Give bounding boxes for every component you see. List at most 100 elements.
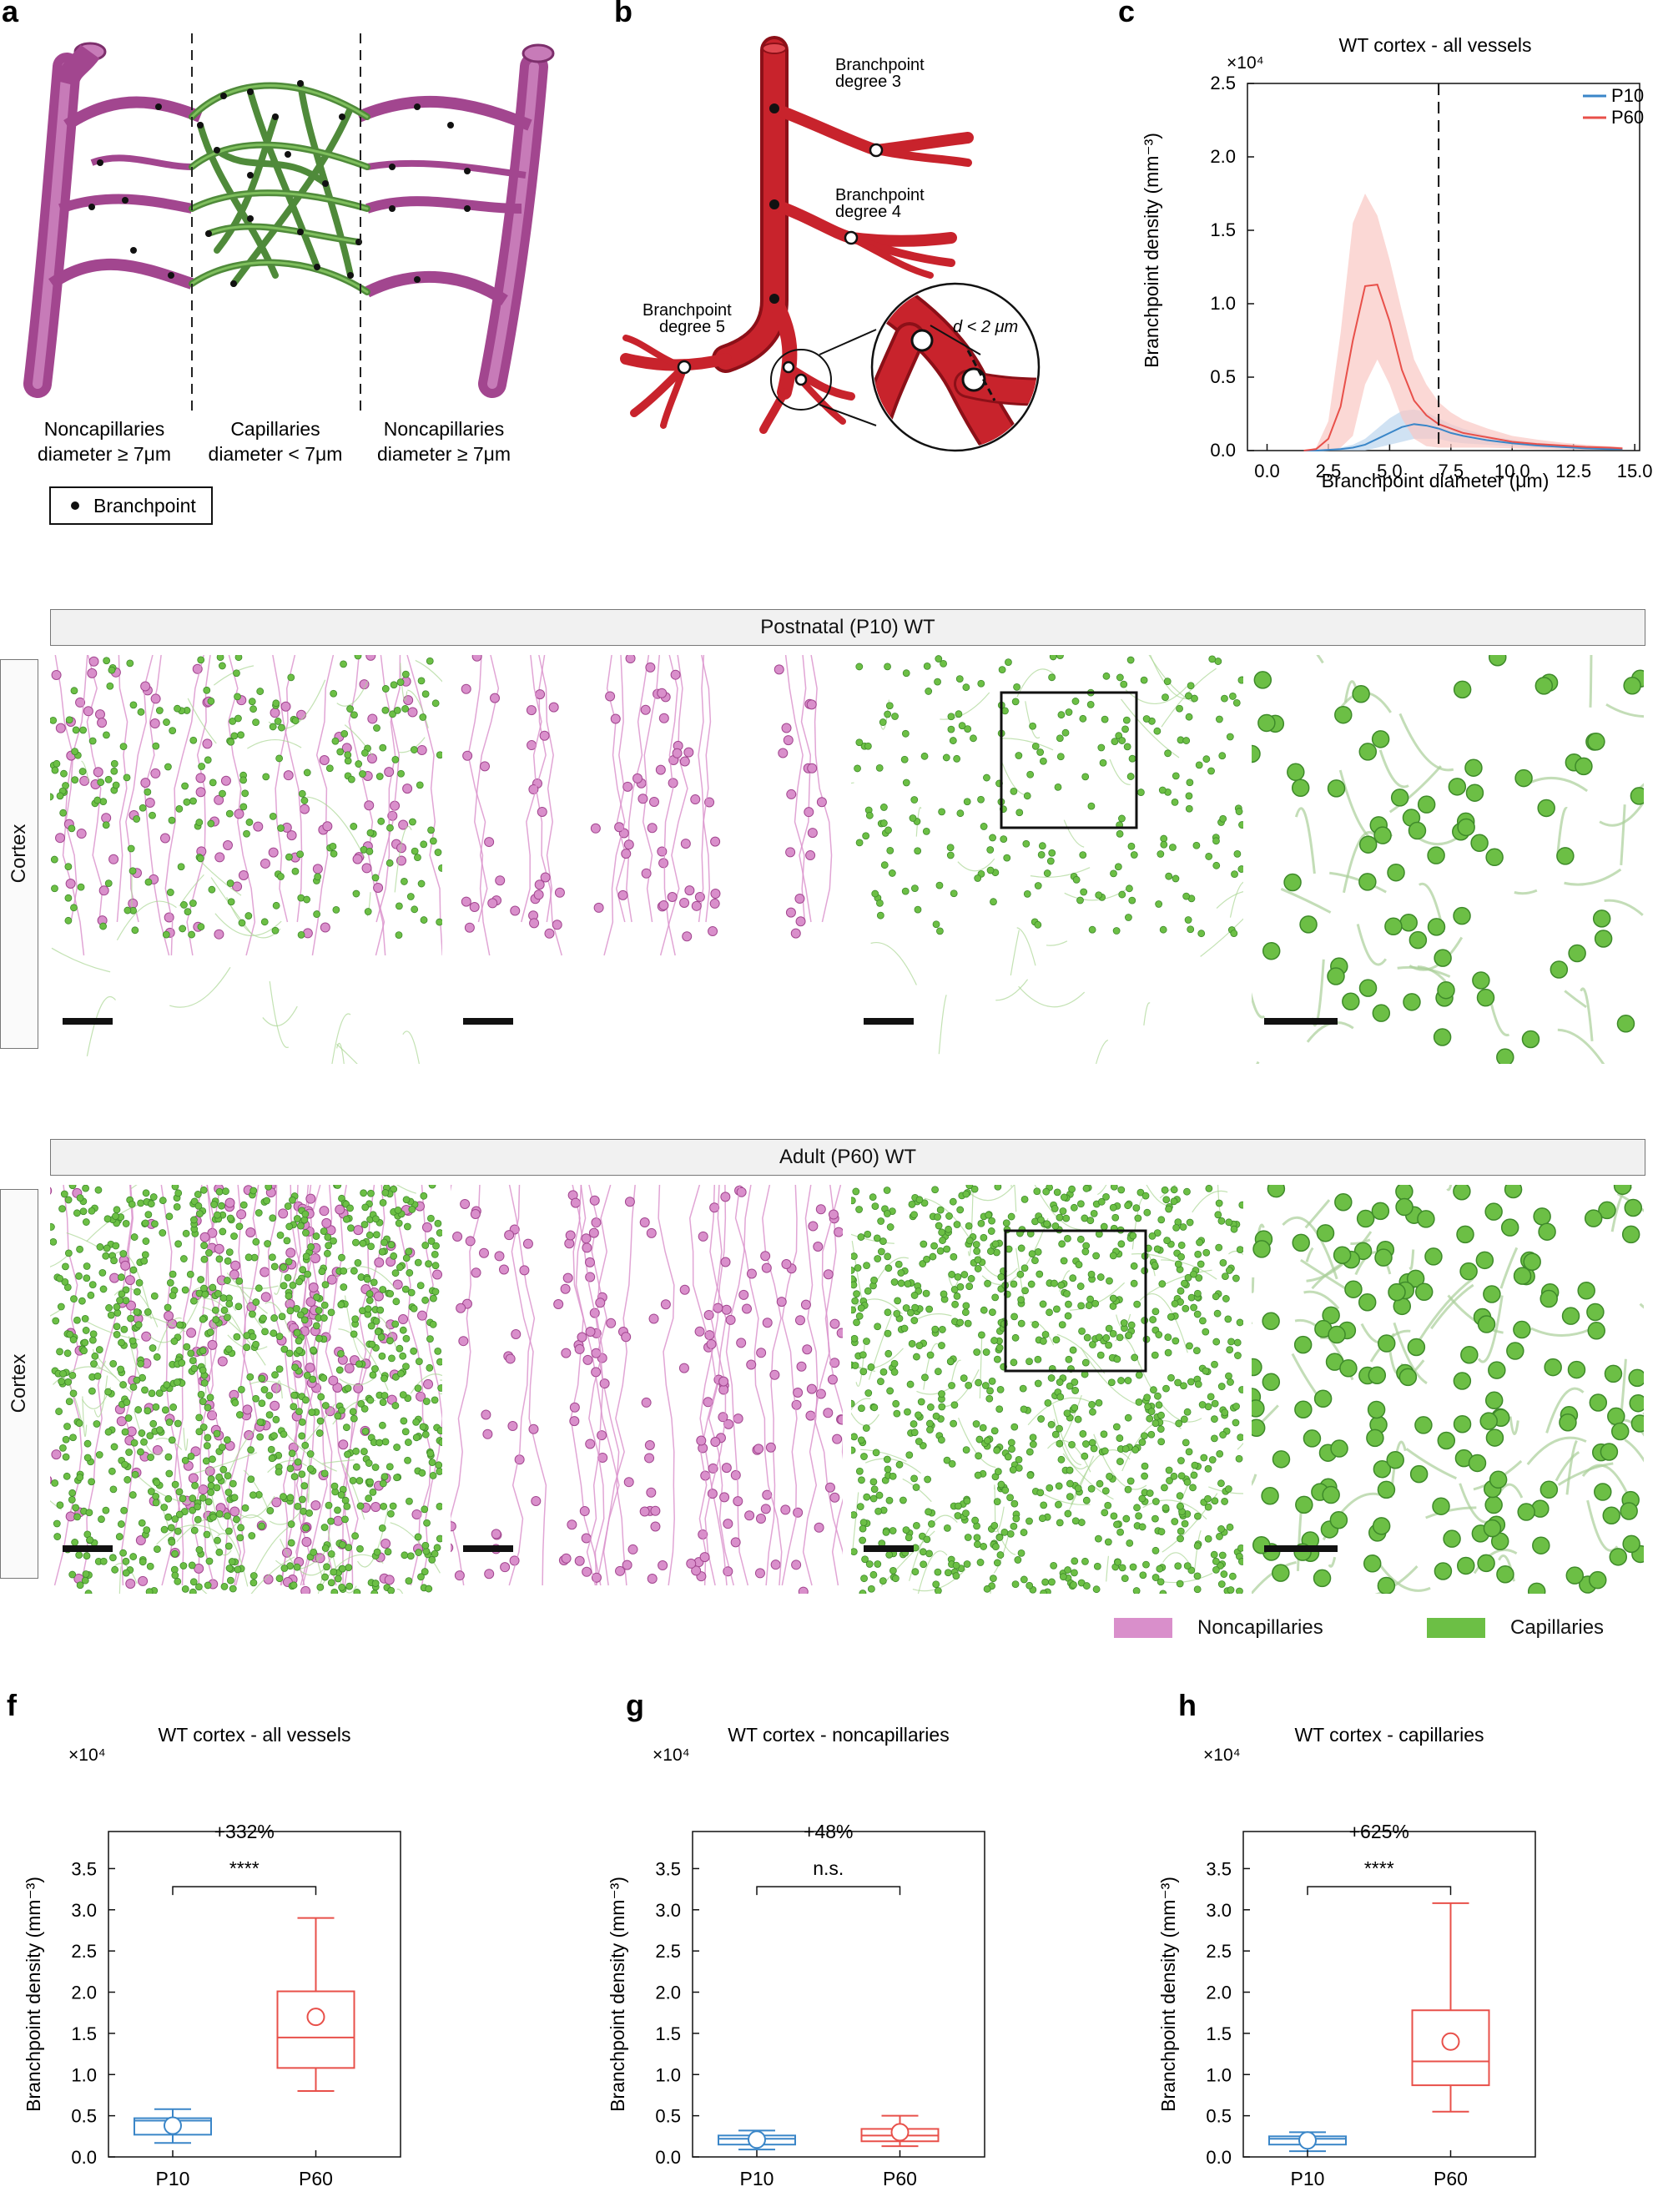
capillary-branchpoint bbox=[1074, 1484, 1082, 1493]
noncapillary-branchpoint bbox=[774, 664, 784, 675]
noncapillary-branchpoint bbox=[335, 1204, 345, 1215]
capillary-branchpoint bbox=[1011, 698, 1020, 706]
capillary-branchpoint bbox=[108, 1554, 117, 1562]
capillary-branchpoint bbox=[1177, 1472, 1186, 1480]
capillary-branchpoint bbox=[1628, 1368, 1644, 1388]
capillary-branchpoint bbox=[286, 1494, 295, 1502]
capillary-branchpoint bbox=[269, 1214, 277, 1222]
noncapillary-branchpoint bbox=[164, 1311, 174, 1322]
capillary-branchpoint bbox=[1104, 1538, 1112, 1546]
capillary-branchpoint bbox=[98, 1515, 105, 1524]
capillary-branchpoint bbox=[218, 662, 226, 670]
capillary-branchpoint bbox=[1186, 1218, 1194, 1227]
percent-change-label: +48% bbox=[804, 1821, 853, 1842]
noncapillary-vessel bbox=[659, 655, 688, 956]
capillary-branchpoint bbox=[1448, 778, 1467, 796]
capillary-branchpoint bbox=[1294, 1400, 1313, 1418]
capillary-branchpoint bbox=[410, 1347, 418, 1355]
capillary-branchpoint bbox=[884, 1329, 892, 1338]
capillary-branchpoint bbox=[1217, 1479, 1225, 1488]
capillary-branchpoint bbox=[213, 1484, 221, 1492]
capillary-branchpoint bbox=[274, 718, 282, 725]
capillary-branchpoint bbox=[176, 1321, 184, 1329]
noncapillary-vessel bbox=[802, 1185, 819, 1586]
panel-d: d Postnatal (P10) WT Cortex bbox=[0, 601, 1668, 1068]
noncapillary-branchpoint bbox=[471, 655, 482, 662]
capillary-branchpoint bbox=[1164, 1348, 1172, 1357]
capillary-branchpoint bbox=[234, 655, 243, 662]
capillary-branchpoint bbox=[59, 1444, 67, 1452]
capillary-branchpoint bbox=[411, 847, 419, 855]
capillary-branchpoint bbox=[904, 1280, 912, 1288]
capillary-branchpoint bbox=[351, 1315, 360, 1323]
capillary-branchpoint bbox=[65, 1398, 73, 1406]
capillary-branchpoint bbox=[1006, 1529, 1015, 1538]
capillary-branchpoint bbox=[1177, 1242, 1186, 1249]
capillary-branchpoint bbox=[962, 1446, 970, 1454]
capillary-branchpoint bbox=[421, 1568, 429, 1575]
capillary-branchpoint bbox=[399, 1326, 407, 1334]
chart-c-ylabel: Branchpoint density (mm⁻³) bbox=[1141, 133, 1162, 368]
capillary-branchpoint bbox=[1434, 1562, 1453, 1580]
capillary-branchpoint bbox=[923, 1535, 931, 1544]
capillary-branchpoint bbox=[914, 847, 922, 855]
capillary-branchpoint bbox=[321, 1544, 330, 1552]
capillary-branchpoint bbox=[425, 1260, 432, 1268]
noncapillary-vessel bbox=[535, 655, 562, 956]
noncapillary-branchpoint bbox=[224, 1197, 235, 1208]
capillary-branchpoint bbox=[397, 1369, 405, 1378]
noncapillary-vessel bbox=[164, 655, 204, 956]
capillary-branchpoint bbox=[380, 1502, 388, 1510]
capillary-branchpoint bbox=[429, 1320, 437, 1328]
capillary-branchpoint bbox=[1171, 1300, 1179, 1308]
capillary-branchpoint bbox=[853, 1318, 860, 1327]
capillary-branchpoint bbox=[418, 1469, 426, 1477]
capillary-vessel bbox=[915, 807, 922, 837]
capillary-branchpoint bbox=[950, 1252, 958, 1261]
capillary-branchpoint bbox=[1414, 1416, 1433, 1434]
box-chart-ytick-label: 3.0 bbox=[1206, 1900, 1232, 1921]
capillary-branchpoint bbox=[1010, 1423, 1019, 1431]
capillary-branchpoint bbox=[945, 1225, 952, 1233]
noncapillary-branchpoint bbox=[534, 879, 545, 890]
capillary-branchpoint bbox=[350, 1267, 358, 1275]
noncapillary-branchpoint bbox=[585, 1257, 596, 1267]
noncapillary-vessel bbox=[588, 1185, 612, 1586]
capillary-branchpoint bbox=[973, 1534, 981, 1542]
capillary-branchpoint bbox=[1116, 1528, 1124, 1536]
capillary-branchpoint bbox=[855, 1467, 864, 1475]
capillary-branchpoint bbox=[1138, 1439, 1146, 1446]
capillary-branchpoint bbox=[316, 1417, 325, 1425]
capillary-branchpoint bbox=[1237, 676, 1243, 684]
capillary-branchpoint bbox=[1056, 753, 1065, 761]
noncapillary-branchpoint bbox=[647, 823, 658, 834]
capillary-branchpoint bbox=[345, 1564, 353, 1571]
capillary-branchpoint bbox=[1057, 1281, 1066, 1289]
capillary-branchpoint bbox=[342, 1423, 350, 1432]
noncapillary-branchpoint bbox=[808, 1221, 819, 1232]
noncapillary-branchpoint bbox=[793, 1388, 804, 1398]
capillary-branchpoint bbox=[857, 1233, 865, 1241]
capillary-branchpoint bbox=[338, 1583, 346, 1591]
box-chart-ytick-label: 3.5 bbox=[1206, 1858, 1232, 1879]
capillary-branchpoint bbox=[1295, 1495, 1313, 1514]
capillary-branchpoint bbox=[169, 1270, 177, 1278]
capillary-branchpoint bbox=[1171, 1518, 1179, 1525]
capillary-branchpoint bbox=[102, 821, 110, 829]
chart-c-ytick-label: 2.0 bbox=[1210, 146, 1236, 167]
capillary-branchpoint bbox=[143, 1526, 151, 1534]
capillary-branchpoint bbox=[394, 1206, 402, 1214]
noncapillary-branchpoint bbox=[124, 1275, 135, 1286]
capillary-vessel bbox=[1121, 1420, 1182, 1472]
noncapillary-branchpoint bbox=[280, 701, 291, 712]
capillary-branchpoint bbox=[1068, 1185, 1076, 1193]
capillary-branchpoint bbox=[864, 1389, 873, 1397]
noncapillary-branchpoint bbox=[585, 1439, 596, 1449]
capillary-branchpoint bbox=[197, 1390, 205, 1398]
capillary-branchpoint bbox=[915, 1411, 922, 1419]
noncapillary-branchpoint bbox=[760, 1251, 771, 1262]
scale-bar bbox=[864, 1018, 914, 1025]
panel-letter-c: c bbox=[1118, 0, 1135, 28]
capillary-branchpoint bbox=[406, 893, 415, 900]
capillary-branchpoint bbox=[263, 1197, 271, 1205]
